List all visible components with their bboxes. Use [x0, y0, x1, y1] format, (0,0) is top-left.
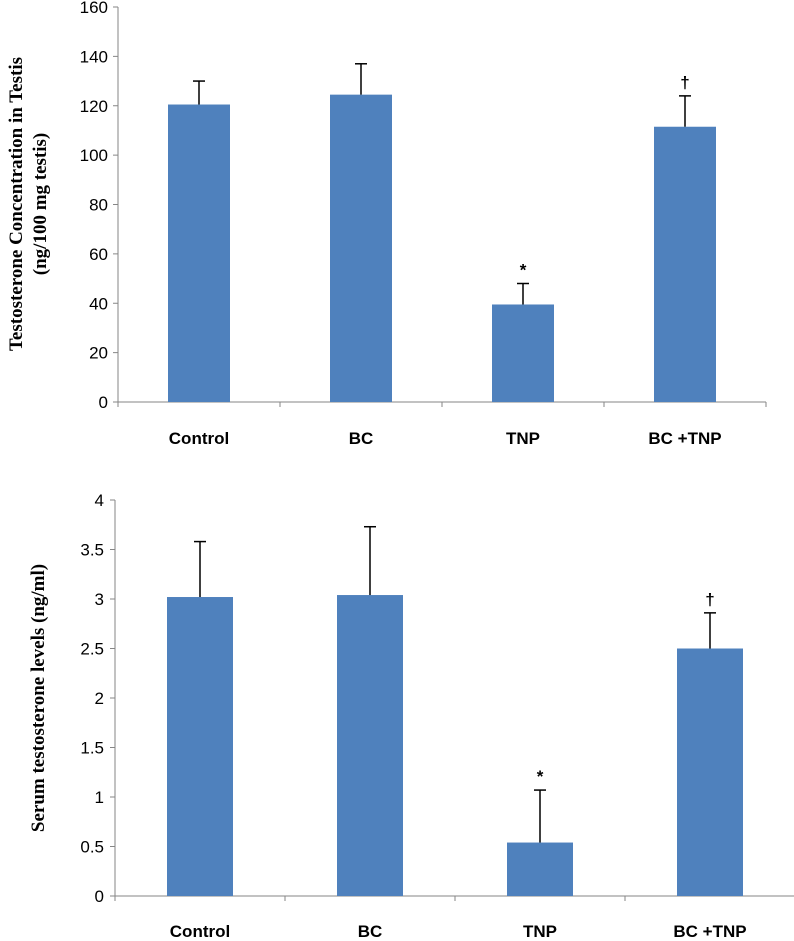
y-tick-label: 2.5 [80, 640, 104, 659]
x-tick-label: BC [349, 429, 374, 448]
bar [677, 648, 743, 896]
y-tick-label: 3 [95, 590, 104, 609]
y-tick-label: 120 [80, 97, 108, 116]
x-tick-label: Control [169, 429, 229, 448]
y-tick-label: 40 [89, 294, 108, 313]
chart-serum-testosterone: Serum testosterone levels (ng/ml) 0 0.5 1 1… [28, 491, 794, 941]
bar [167, 597, 233, 896]
y-axis-label-line2: (ng/100 mg testis) [30, 133, 51, 275]
y-tick-label: 20 [89, 344, 108, 363]
x-tick-label: BC [358, 922, 383, 941]
bar [330, 94, 392, 402]
y-axis-label: Serum testosterone levels (ng/ml) [28, 564, 49, 832]
y-tick-label: 160 [80, 0, 108, 17]
y-tick-label: 100 [80, 146, 108, 165]
y-tick-label: 1.5 [80, 739, 104, 758]
y-axis-label-line1: Testosterone Concentration in Testis [6, 57, 27, 351]
y-tick-label: 2 [95, 689, 104, 708]
bar [168, 104, 230, 402]
y-tick-label: 3.5 [80, 541, 104, 560]
significance-marker: † [705, 590, 714, 609]
x-tick-label: BC +TNP [648, 429, 721, 448]
y-tick-label: 1 [95, 788, 104, 807]
x-tick-label: TNP [506, 429, 540, 448]
bar [492, 304, 554, 402]
x-tick-label: BC +TNP [673, 922, 746, 941]
y-tick-label: 140 [80, 47, 108, 66]
y-tick-label: 60 [89, 245, 108, 264]
x-tick-label: Control [170, 922, 230, 941]
y-tick-label: 0.5 [80, 838, 104, 857]
bar [337, 595, 403, 896]
chart-testis-testosterone: Testosterone Concentration in Testis (ng… [6, 0, 767, 448]
bar [507, 842, 573, 896]
significance-marker: * [520, 261, 527, 280]
bar [654, 126, 716, 402]
y-tick-label: 0 [99, 393, 108, 412]
y-tick-label: 0 [95, 887, 104, 906]
significance-marker: * [537, 767, 544, 786]
x-tick-label: TNP [523, 922, 557, 941]
y-tick-label: 4 [95, 491, 104, 510]
y-tick-label: 80 [89, 196, 108, 215]
significance-marker: † [680, 73, 689, 92]
